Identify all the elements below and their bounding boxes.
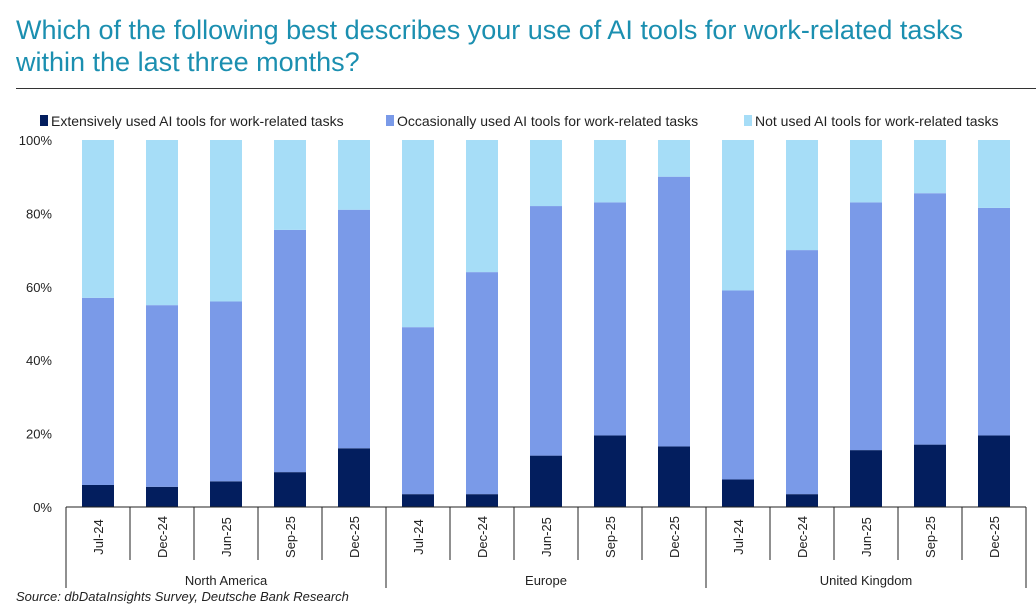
bar-extensive bbox=[658, 446, 690, 507]
bar-extensive bbox=[274, 472, 306, 507]
bar-extensive bbox=[978, 435, 1010, 507]
y-tick-label: 0% bbox=[33, 500, 52, 515]
bar-extensive bbox=[338, 448, 370, 507]
x-tick-label: Dec-24 bbox=[155, 516, 170, 558]
x-tick-label: Sep-25 bbox=[923, 516, 938, 558]
bar-extensive bbox=[146, 486, 178, 507]
bar-not_used bbox=[594, 140, 626, 203]
bar-extensive bbox=[914, 444, 946, 507]
bar-occasional bbox=[978, 207, 1010, 436]
x-tick-label: Dec-25 bbox=[667, 516, 682, 558]
legend-swatch-not_used bbox=[744, 115, 752, 126]
legend-label-extensive: Extensively used AI tools for work-relat… bbox=[51, 113, 344, 129]
bar-extensive bbox=[594, 435, 626, 507]
bar-occasional bbox=[210, 301, 242, 482]
x-tick-label: Sep-25 bbox=[603, 516, 618, 558]
group-label: Europe bbox=[525, 573, 567, 588]
y-tick-label: 100% bbox=[19, 133, 53, 148]
bar-not_used bbox=[466, 140, 498, 273]
bar-occasional bbox=[786, 250, 818, 495]
bar-not_used bbox=[914, 140, 946, 194]
x-tick-label: Jun-25 bbox=[539, 517, 554, 557]
x-tick-label: Jul-24 bbox=[411, 519, 426, 554]
bar-extensive bbox=[402, 494, 434, 507]
bar-not_used bbox=[658, 140, 690, 177]
bar-extensive bbox=[466, 494, 498, 507]
x-tick-label: Sep-25 bbox=[283, 516, 298, 558]
x-tick-label: Dec-24 bbox=[475, 516, 490, 558]
bar-not_used bbox=[82, 140, 114, 298]
bar-extensive bbox=[530, 455, 562, 507]
y-tick-label: 20% bbox=[26, 427, 52, 442]
x-tick-label: Jul-24 bbox=[731, 519, 746, 554]
bar-not_used bbox=[402, 140, 434, 328]
bar-occasional bbox=[594, 202, 626, 436]
x-tick-label: Dec-24 bbox=[795, 516, 810, 558]
bar-occasional bbox=[338, 209, 370, 449]
title-divider bbox=[16, 88, 1036, 89]
bar-occasional bbox=[274, 229, 306, 473]
bar-occasional bbox=[914, 193, 946, 445]
bar-extensive bbox=[722, 479, 754, 507]
stacked-bar-chart: Extensively used AI tools for work-relat… bbox=[19, 113, 1027, 588]
bar-occasional bbox=[466, 272, 498, 495]
y-tick-label: 40% bbox=[26, 353, 52, 368]
legend-swatch-occasional bbox=[386, 115, 394, 126]
bar-not_used bbox=[338, 140, 370, 210]
bar-not_used bbox=[786, 140, 818, 251]
legend-swatch-extensive bbox=[40, 115, 48, 126]
chart-title: Which of the following best describes yo… bbox=[16, 15, 963, 77]
bar-extensive bbox=[786, 494, 818, 507]
legend-label-occasional: Occasionally used AI tools for work-rela… bbox=[397, 113, 698, 129]
bar-occasional bbox=[850, 202, 882, 451]
y-tick-label: 60% bbox=[26, 280, 52, 295]
bar-not_used bbox=[978, 140, 1010, 208]
bar-occasional bbox=[146, 305, 178, 487]
bar-not_used bbox=[274, 140, 306, 230]
bar-occasional bbox=[530, 206, 562, 456]
source-note: Source: dbDataInsights Survey, Deutsche … bbox=[16, 589, 349, 604]
y-tick-label: 80% bbox=[26, 206, 52, 221]
group-label: North America bbox=[185, 573, 268, 588]
bar-occasional bbox=[658, 176, 690, 447]
x-tick-label: Jun-25 bbox=[859, 517, 874, 557]
bar-not_used bbox=[530, 140, 562, 207]
bar-extensive bbox=[82, 484, 114, 507]
x-tick-label: Jun-25 bbox=[219, 517, 234, 557]
x-tick-label: Dec-25 bbox=[987, 516, 1002, 558]
bar-not_used bbox=[722, 140, 754, 291]
bar-not_used bbox=[850, 140, 882, 203]
bar-occasional bbox=[722, 290, 754, 480]
x-tick-label: Dec-25 bbox=[347, 516, 362, 558]
bar-extensive bbox=[850, 450, 882, 507]
bar-not_used bbox=[210, 140, 242, 302]
legend-label-not_used: Not used AI tools for work-related tasks bbox=[755, 113, 999, 129]
x-tick-label: Jul-24 bbox=[91, 519, 106, 554]
bar-occasional bbox=[402, 327, 434, 495]
group-label: United Kingdom bbox=[820, 573, 913, 588]
bar-extensive bbox=[210, 481, 242, 507]
bar-occasional bbox=[82, 297, 114, 485]
bar-not_used bbox=[146, 140, 178, 306]
